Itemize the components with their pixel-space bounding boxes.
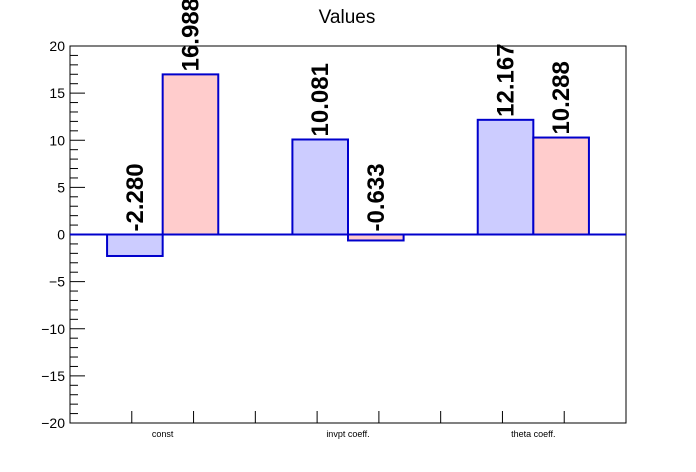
data-label: 16.988 <box>177 0 204 71</box>
y-tick-label: −10 <box>41 321 65 337</box>
data-label: 10.288 <box>548 61 575 134</box>
bar <box>476 118 535 236</box>
y-tick-label: −15 <box>41 368 65 384</box>
data-label: 12.167 <box>493 43 520 116</box>
bar <box>161 73 220 236</box>
y-tick-label: 5 <box>57 179 65 195</box>
bar <box>532 136 590 236</box>
chart-title: Values <box>319 7 376 28</box>
data-label: -0.633 <box>363 163 390 231</box>
data-labels-layer: -2.280 10.081 12.167 16.988 -0.633 10.288 <box>122 0 575 232</box>
y-tick-label: 10 <box>49 132 65 148</box>
bar <box>291 138 349 236</box>
bars-layer <box>106 73 590 257</box>
x-category-label: const <box>152 429 174 439</box>
x-axis: const invpt coeff. theta coeff. <box>131 411 627 439</box>
x-category-label: theta coeff. <box>511 429 555 439</box>
y-axis: −20 −15 −10 −5 0 5 10 15 20 <box>41 38 85 431</box>
y-tick-label: 15 <box>49 85 65 101</box>
y-tick-label: −20 <box>41 415 65 431</box>
y-tick-label: 0 <box>57 227 65 243</box>
x-category-label: invpt coeff. <box>326 429 369 439</box>
bar <box>106 233 164 257</box>
data-label: 10.081 <box>307 63 334 136</box>
data-label: -2.280 <box>122 163 149 231</box>
y-tick-label: −5 <box>49 274 65 290</box>
y-tick-label: 20 <box>49 38 65 54</box>
